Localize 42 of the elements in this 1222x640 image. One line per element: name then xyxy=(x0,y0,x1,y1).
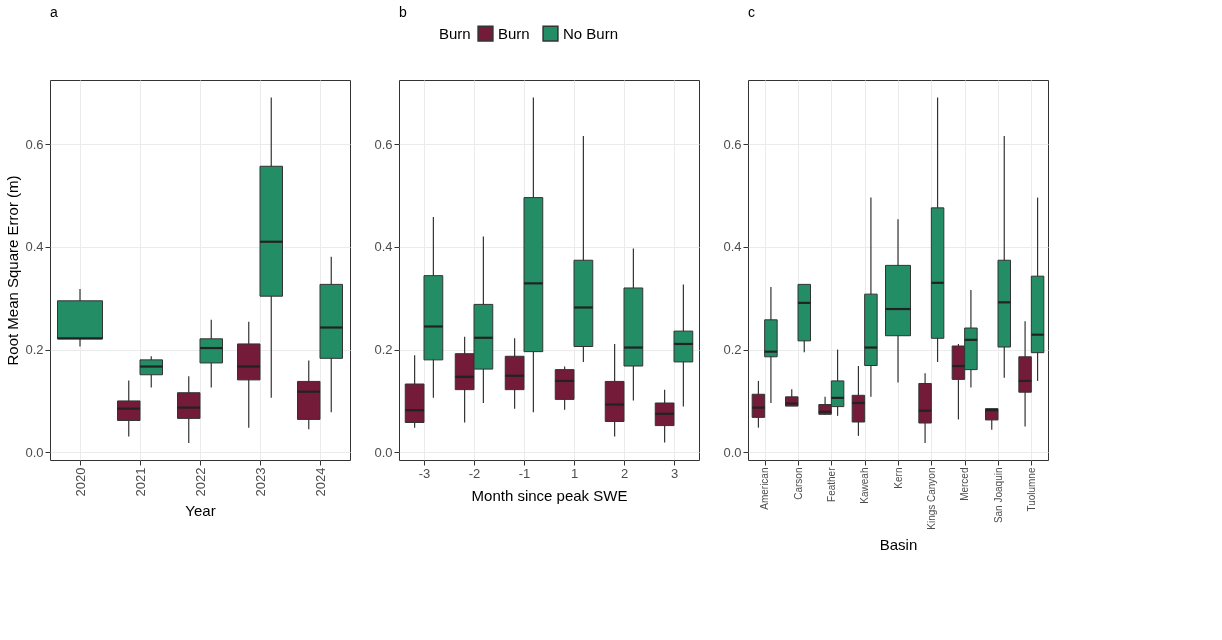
x-tick-label: Tuolumne xyxy=(1025,467,1037,512)
x-tick-label: 2 xyxy=(620,465,629,481)
x-tick-label: 2023 xyxy=(252,467,268,497)
x-axis-title: Month since peak SWE xyxy=(471,486,628,504)
y-axis-title: Root Mean Square Error (m) xyxy=(4,175,22,366)
y-tick-label: 0.4 xyxy=(25,239,44,255)
x-tick-label: 1 xyxy=(570,465,579,481)
chart-title: c xyxy=(748,4,755,20)
x-tick-label: 2024 xyxy=(312,467,328,497)
legend-label: Burn xyxy=(498,24,530,42)
x-tick-label: -1 xyxy=(518,465,531,481)
y-tick-label: 0.6 xyxy=(723,136,742,152)
x-tick-label: Feather xyxy=(825,466,837,502)
chart-title: b xyxy=(399,4,407,20)
x-axis-title: Basin xyxy=(879,535,918,553)
chart-title: a xyxy=(50,4,58,20)
y-tick-label: 0.6 xyxy=(374,136,393,152)
x-tick-label: 2020 xyxy=(72,467,88,497)
legend-label: No Burn xyxy=(563,24,619,42)
x-tick-label: 3 xyxy=(670,465,679,481)
legend-title: Burn xyxy=(439,25,471,42)
y-tick-label: 0.4 xyxy=(723,239,742,255)
y-tick-label: 0.0 xyxy=(25,444,44,460)
y-tick-label: 0.0 xyxy=(374,444,393,460)
x-tick-label: Carson xyxy=(792,467,804,500)
y-tick-label: 0.2 xyxy=(25,342,44,358)
x-tick-label: 2021 xyxy=(132,467,148,497)
y-tick-label: 0.6 xyxy=(25,136,44,152)
y-tick-label: 0.2 xyxy=(374,342,393,358)
x-tick-label: -3 xyxy=(418,465,431,481)
x-tick-label: Kaweah xyxy=(859,467,871,504)
x-tick-label: Kings Canyon xyxy=(925,467,937,530)
x-tick-label: -2 xyxy=(468,465,481,481)
x-tick-label: Merced xyxy=(959,467,971,501)
y-tick-label: 0.2 xyxy=(723,342,742,358)
y-tick-label: 0.0 xyxy=(723,444,742,460)
x-axis-title: Year xyxy=(185,502,216,520)
y-tick-label: 0.4 xyxy=(374,239,393,255)
x-tick-label: American xyxy=(759,467,771,510)
x-tick-label: San Joaquin xyxy=(992,467,1004,524)
x-tick-label: 2022 xyxy=(192,467,208,497)
x-tick-label: Kern xyxy=(892,467,904,489)
